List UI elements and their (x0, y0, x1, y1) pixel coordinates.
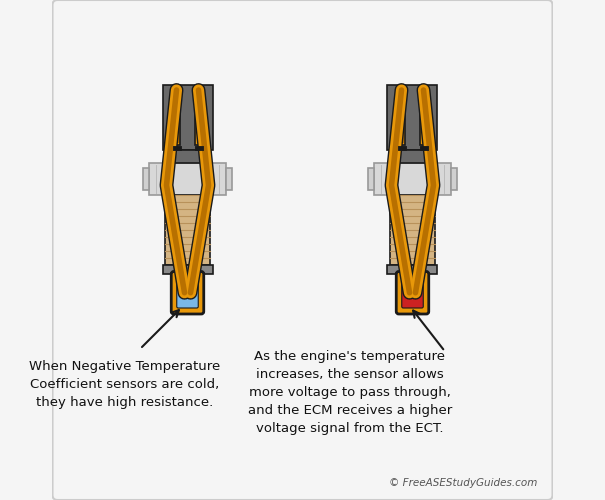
Bar (165, 195, 210, 265)
Bar (368, 168, 374, 190)
FancyBboxPatch shape (402, 278, 424, 308)
Bar (422, 108, 425, 142)
Bar (400, 108, 404, 142)
FancyBboxPatch shape (53, 0, 552, 500)
Bar (163, 265, 212, 274)
Bar (143, 168, 149, 190)
FancyBboxPatch shape (374, 162, 451, 195)
Bar (175, 108, 178, 142)
Bar (174, 98, 180, 145)
FancyBboxPatch shape (396, 272, 429, 314)
FancyBboxPatch shape (149, 162, 226, 195)
Bar (197, 108, 200, 142)
Bar (390, 195, 435, 265)
Bar (395, 150, 430, 162)
Bar (170, 150, 205, 162)
FancyBboxPatch shape (163, 85, 212, 150)
Bar (420, 98, 427, 145)
FancyBboxPatch shape (177, 278, 198, 308)
Bar (195, 98, 201, 145)
Text: © FreeASEStudyGuides.com: © FreeASEStudyGuides.com (389, 478, 537, 488)
Bar (387, 265, 437, 274)
Text: When Negative Temperature
Coefficient sensors are cold,
they have high resistanc: When Negative Temperature Coefficient se… (30, 360, 221, 409)
Bar (399, 98, 405, 145)
Bar (226, 168, 232, 190)
Bar (451, 168, 457, 190)
Text: As the engine's temperature
increases, the sensor allows
more voltage to pass th: As the engine's temperature increases, t… (248, 350, 452, 435)
FancyBboxPatch shape (171, 272, 204, 314)
FancyBboxPatch shape (387, 85, 437, 150)
